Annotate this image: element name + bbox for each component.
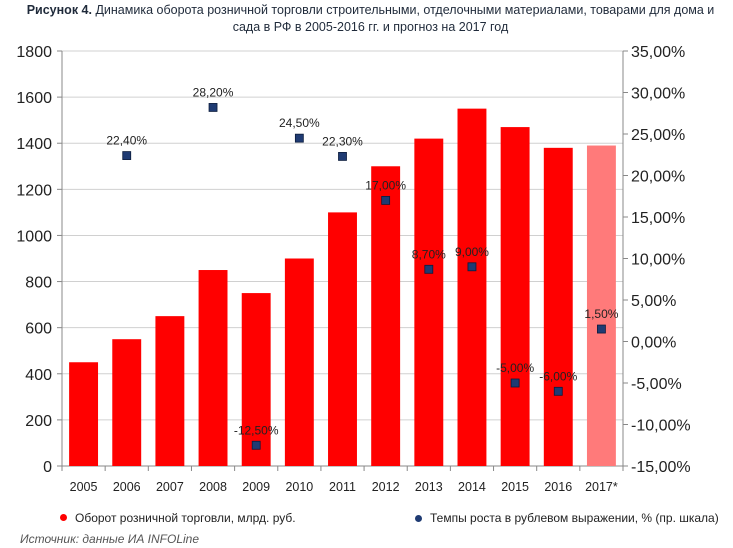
y-right-tick-label: 25,00%	[631, 127, 685, 144]
legend-item-turnover: Оборот розничной торговли, млрд. руб.	[60, 510, 296, 527]
y-right-tick-label: -5,00%	[631, 376, 682, 393]
y-left-tick-label: 800	[25, 275, 52, 292]
y-left-tick-label: 1200	[16, 182, 52, 199]
y-right-tick-label: 0,00%	[631, 335, 676, 352]
legend-swatch-turnover	[60, 514, 67, 521]
y-left-tick-label: 0	[43, 459, 52, 476]
x-tick-label: 2012	[372, 480, 400, 494]
x-tick-label: 2011	[329, 480, 356, 494]
x-tick-label: 2016	[544, 480, 572, 494]
rate-data-label: 22,40%	[106, 134, 147, 148]
bar	[500, 127, 530, 466]
rate-point	[597, 324, 606, 334]
rate-point	[553, 386, 563, 396]
x-tick-label: 2015	[501, 480, 529, 494]
bar	[284, 258, 314, 466]
bar	[155, 316, 185, 466]
rate-data-label: 28,20%	[193, 85, 234, 99]
y-left-tick-label: 600	[25, 321, 52, 338]
legend-swatch-growth-rate	[415, 515, 422, 522]
x-tick-label: 2007	[156, 480, 184, 494]
rate-data-label: -12,50%	[234, 423, 279, 437]
bar	[371, 166, 401, 466]
rate-data-label: 1,50%	[584, 307, 618, 321]
y-left-tick-label: 1400	[16, 136, 52, 153]
y-left-tick-label: 1800	[16, 44, 52, 61]
y-right-tick-label: 15,00%	[631, 210, 685, 227]
legend-item-growth-rate: Темпы роста в рублевом выражении, % (пр.…	[415, 510, 725, 527]
y-right-tick-label: 30,00%	[631, 86, 685, 103]
chart-title: Рисунок 4. Динамика оборота розничной то…	[18, 2, 723, 36]
legend-label-growth-rate: Темпы роста в рублевом выражении, % (пр.…	[430, 511, 719, 525]
bar	[586, 145, 616, 466]
rate-point	[510, 378, 520, 388]
rate-data-label: -5,00%	[496, 361, 534, 375]
rate-point	[294, 133, 304, 143]
rate-point	[381, 195, 391, 205]
rate-point	[338, 152, 347, 161]
y-left-tick-label: 200	[25, 413, 52, 430]
bar	[241, 293, 271, 466]
x-tick-label: 2009	[242, 480, 270, 494]
y-right-tick-label: -10,00%	[631, 418, 691, 435]
rate-data-label: 22,30%	[322, 134, 363, 148]
bar	[328, 212, 357, 466]
x-tick-label: 2013	[415, 480, 443, 494]
bar	[543, 147, 573, 467]
rate-point	[122, 151, 132, 160]
x-tick-label: 2014	[458, 480, 486, 494]
x-tick-label: 2017*	[585, 480, 618, 494]
rate-data-label: 17,00%	[365, 178, 406, 192]
rate-point	[424, 264, 434, 274]
rate-point	[208, 103, 218, 112]
chart-title-text: Динамика оборота розничной торговли стро…	[95, 3, 715, 34]
rate-data-label: 24,50%	[279, 116, 320, 130]
rate-point	[251, 440, 261, 450]
bar	[457, 108, 487, 466]
y-left-tick-label: 1000	[16, 228, 52, 245]
y-right-tick-label: 35,00%	[631, 44, 685, 61]
y-right-tick-label: 10,00%	[631, 252, 685, 269]
bar	[112, 339, 142, 466]
chart-title-lead: Рисунок 4.	[26, 3, 92, 17]
y-right-tick-label: 5,00%	[631, 293, 676, 310]
bar	[69, 362, 99, 466]
x-tick-label: 2005	[70, 480, 98, 494]
bar	[414, 138, 444, 466]
y-left-tick-label: 1600	[16, 90, 52, 107]
x-tick-label: 2006	[113, 480, 141, 494]
x-tick-label: 2010	[285, 480, 313, 494]
x-tick-label: 2008	[199, 480, 227, 494]
bar	[198, 270, 228, 466]
rate-point	[467, 262, 477, 272]
y-right-tick-label: -15,00%	[631, 459, 691, 476]
rate-data-label: 9,00%	[455, 245, 489, 259]
y-right-tick-label: 20,00%	[631, 169, 685, 186]
rate-data-label: 8,70%	[412, 247, 446, 261]
source-note: Источник: данные ИА INFOLine	[20, 532, 200, 546]
rate-data-label: -6,00%	[539, 369, 577, 383]
y-left-tick-label: 400	[25, 367, 52, 384]
legend-label-turnover: Оборот розничной торговли, млрд. руб.	[75, 511, 296, 525]
